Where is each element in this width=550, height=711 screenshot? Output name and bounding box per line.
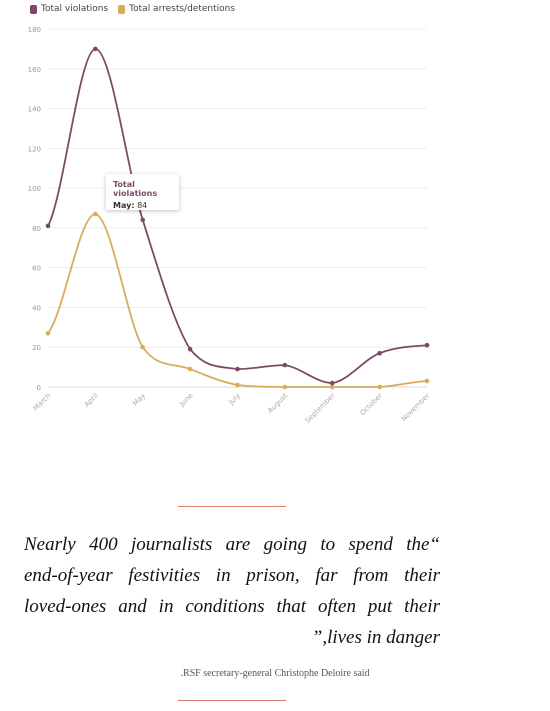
legend-label-violations: Total violations: [41, 4, 109, 14]
data-point: [424, 342, 430, 348]
data-point: [235, 366, 240, 372]
series-line: [47, 47, 428, 384]
series-line: [47, 213, 428, 388]
data-point: [187, 366, 193, 372]
x-tick-label: March: [32, 392, 53, 413]
x-tick-label: June: [177, 392, 194, 409]
y-tick-label: 20: [32, 344, 41, 352]
x-tick-label: May: [131, 392, 147, 408]
line-chart: 0 20 40 60 80 100 120 140 160 180 March April May Jun…: [28, 26, 432, 425]
data-point: [282, 362, 288, 368]
y-tick-label: 160: [28, 66, 41, 74]
x-tick-label: November: [400, 392, 431, 423]
legend-item-violations[interactable]: Total violations: [30, 4, 108, 14]
data-point: [235, 382, 240, 388]
data-point: [45, 223, 51, 229]
y-tick-label: 180: [28, 26, 41, 34]
tooltip-value: 84: [137, 201, 148, 210]
y-tick-label: 140: [28, 106, 41, 114]
data-point: [377, 384, 382, 390]
data-point: [93, 46, 98, 52]
data-point: [329, 380, 335, 386]
legend-swatch-arrests: [118, 4, 126, 14]
y-tick-label: 60: [32, 265, 41, 273]
y-tick-label: 80: [32, 225, 41, 233]
y-tick-label: 0: [37, 384, 41, 392]
x-tick-label: July: [227, 392, 242, 407]
legend-item-arrests[interactable]: Total arrests/detentions: [118, 4, 235, 14]
quote-attribution: .RSF secretary-general Christophe Deloir…: [180, 668, 370, 679]
x-tick-label: October: [359, 392, 385, 418]
quote-line: end-of-year festivities in prison, far f…: [24, 565, 440, 586]
quote-line: loved-ones and in conditions that often …: [24, 596, 440, 617]
tooltip-body: May: 84: [113, 201, 172, 210]
tooltip-label: May:: [113, 201, 135, 210]
quote-line: Nearly 400 journalists are going to spen…: [24, 534, 440, 555]
y-tick-label: 40: [32, 304, 41, 312]
legend: Total violations Total arrests/detention…: [30, 4, 235, 14]
y-tick-label: 100: [28, 185, 41, 193]
quote-line: ”,lives in danger: [311, 627, 440, 648]
data-point: [282, 384, 288, 390]
tooltip-title: Total violations: [113, 180, 158, 198]
data-point: [93, 211, 98, 217]
data-point: [329, 384, 335, 390]
data-point: [424, 378, 430, 384]
chart-tooltip: Total violations May: 84: [106, 174, 179, 210]
divider-bottom: [178, 700, 286, 701]
x-tick-label: September: [304, 392, 337, 425]
x-tick-label: August: [266, 392, 289, 415]
data-point: [45, 331, 51, 336]
data-point: [187, 346, 193, 352]
data-point: [140, 217, 146, 223]
x-tick-label: April: [83, 392, 100, 409]
y-tick-label: 120: [28, 145, 41, 153]
legend-label-arrests: Total arrests/detentions: [129, 4, 236, 14]
pull-quote: Nearly 400 journalists are going to spen…: [24, 529, 440, 653]
divider-top: [178, 506, 286, 507]
data-point: [377, 350, 382, 356]
legend-swatch-violations: [30, 4, 37, 14]
data-point: [140, 344, 146, 350]
